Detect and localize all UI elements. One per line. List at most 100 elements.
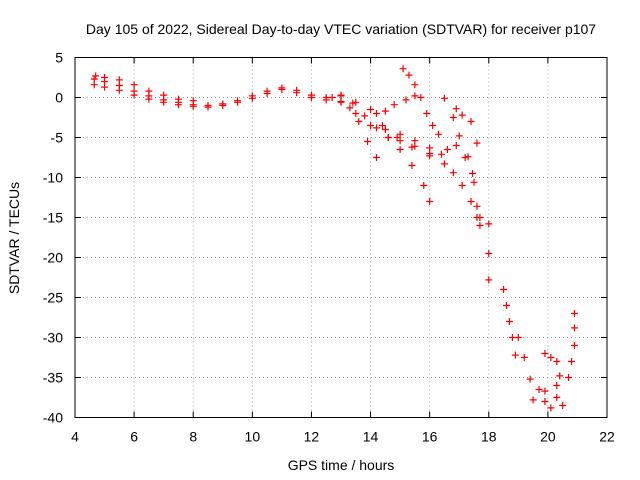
data-point	[278, 86, 286, 93]
y-tick-labels: 5 0 -5 -10 -15 -20 -25 -30 -35 -40	[43, 50, 63, 426]
data-point	[473, 139, 481, 147]
data-point	[565, 374, 573, 381]
data-point	[130, 81, 138, 89]
data-point	[541, 350, 549, 357]
y-tick-label: -25	[43, 290, 63, 306]
data-point	[553, 394, 561, 401]
y-tick-label: -5	[51, 130, 64, 146]
data-point	[423, 110, 431, 117]
y-tick-label: -30	[43, 330, 63, 346]
data-point	[90, 81, 98, 89]
data-point	[352, 110, 360, 117]
data-point	[485, 220, 493, 228]
data-point	[372, 154, 380, 161]
data-point	[364, 138, 372, 145]
data-point	[529, 396, 537, 404]
data-point	[467, 198, 475, 205]
series-track-i	[440, 94, 484, 221]
data-point	[337, 98, 345, 106]
data-point	[130, 91, 138, 99]
data-point	[378, 122, 386, 129]
data-point	[160, 91, 168, 99]
data-points	[90, 65, 578, 412]
data-point	[553, 382, 561, 389]
data-point	[367, 122, 375, 129]
series-track-h	[378, 122, 484, 229]
x-tick-label: 4	[71, 429, 79, 445]
data-point	[547, 354, 555, 361]
series-track-d	[328, 94, 380, 161]
data-point	[390, 101, 398, 109]
series-track-c	[92, 72, 197, 105]
data-point	[467, 118, 475, 125]
data-point	[367, 106, 375, 113]
y-tick-label: 5	[55, 50, 63, 66]
x-tick-label: 8	[189, 429, 197, 445]
x-tick-label: 20	[540, 429, 556, 445]
data-point	[520, 354, 528, 361]
data-point	[452, 142, 460, 149]
x-axis-label: GPS time / hours	[288, 457, 395, 473]
data-point	[396, 137, 404, 145]
data-point	[92, 72, 100, 80]
data-point	[541, 387, 549, 395]
series-track-e	[337, 91, 477, 177]
data-point	[361, 112, 369, 120]
data-point	[458, 182, 466, 189]
data-point	[372, 110, 380, 117]
axis-ticks	[74, 57, 608, 418]
data-point	[399, 65, 407, 73]
y-tick-label: -20	[43, 250, 63, 266]
grid-lines	[75, 57, 607, 418]
data-point	[145, 87, 153, 95]
data-point	[435, 130, 443, 138]
data-point	[337, 91, 345, 99]
x-tick-label: 12	[304, 429, 320, 445]
data-point	[160, 98, 168, 106]
data-point	[328, 94, 336, 101]
x-tick-label: 22	[599, 429, 615, 445]
data-point	[570, 310, 578, 317]
chart-title: Day 105 of 2022, Sidereal Day-to-day VTE…	[86, 21, 596, 37]
data-point	[452, 105, 460, 113]
data-point	[485, 276, 493, 284]
data-point	[511, 351, 519, 359]
data-point	[449, 169, 457, 177]
data-point	[556, 372, 564, 380]
data-point	[443, 146, 451, 153]
data-point	[381, 126, 389, 133]
data-point	[476, 222, 484, 229]
data-point	[396, 130, 404, 138]
series-track-g	[372, 110, 434, 205]
data-point	[426, 152, 434, 160]
data-point	[541, 398, 549, 405]
data-point	[461, 154, 469, 161]
data-point	[408, 162, 416, 169]
data-point	[570, 342, 578, 349]
data-point	[568, 358, 576, 365]
data-point	[349, 99, 357, 107]
data-point	[437, 150, 445, 158]
data-point	[307, 94, 315, 101]
data-point	[372, 124, 380, 132]
data-point	[570, 324, 578, 332]
data-point	[115, 76, 123, 84]
series-track-a	[90, 75, 419, 115]
data-point	[101, 83, 109, 91]
y-axis-label: SDTVAR / TECUs	[6, 182, 22, 294]
data-point	[455, 132, 463, 140]
data-point	[547, 404, 555, 412]
series-track-j	[452, 105, 481, 147]
y-tick-label: -15	[43, 210, 63, 226]
data-point	[505, 318, 513, 325]
data-point	[234, 98, 242, 106]
data-point	[248, 94, 256, 102]
data-point	[514, 334, 522, 341]
series-track-l	[541, 350, 564, 395]
x-tick-label: 18	[481, 429, 497, 445]
data-point	[115, 86, 123, 94]
data-point	[470, 178, 478, 186]
data-point	[381, 107, 389, 115]
data-point	[411, 81, 419, 89]
